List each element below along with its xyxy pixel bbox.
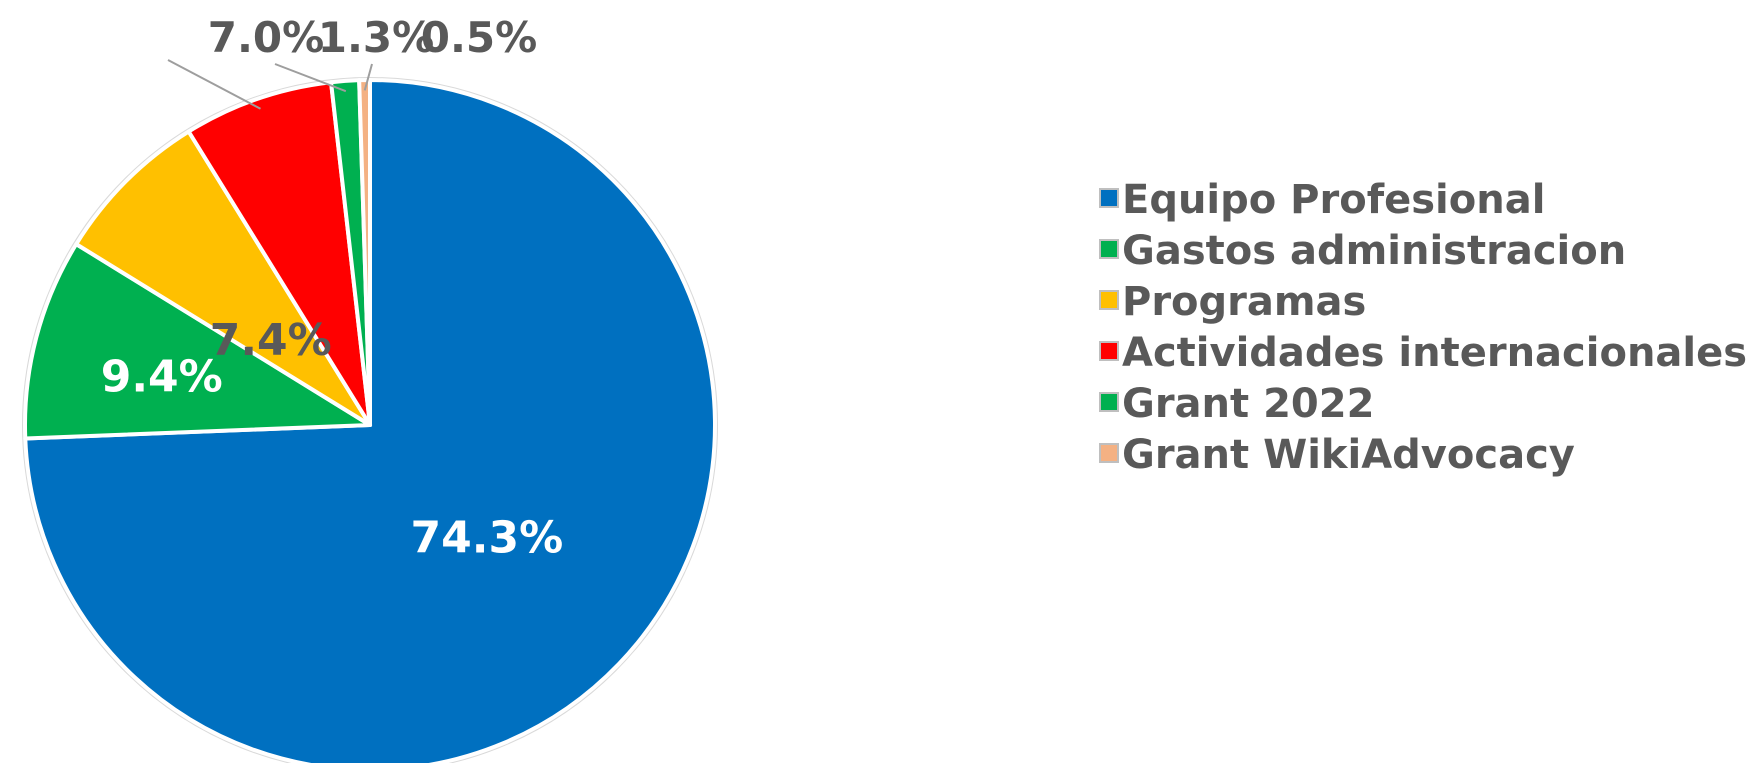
leader-line-grant-wikiadvocacy <box>363 63 373 91</box>
legend-item-grant-2022: Grant 2022 <box>1099 381 1374 427</box>
pie-slice-grant-wikiadvocacy <box>357 78 372 427</box>
legend-swatch-equipo-profesional <box>1099 188 1119 208</box>
legend: Equipo Profesional Gastos administracion P… <box>1099 177 1747 478</box>
legend-swatch-grant-2022 <box>1099 392 1119 412</box>
leader-line-actividades-internacionales <box>167 59 261 110</box>
legend-label-programas: Programas <box>1122 279 1366 325</box>
legend-item-gastos-administracion: Gastos administracion <box>1099 228 1626 274</box>
legend-swatch-grant-wikiadvocacy <box>1099 443 1119 463</box>
legend-swatch-actividades-internacionales <box>1099 341 1119 361</box>
pie-slices <box>22 77 718 763</box>
legend-item-programas: Programas <box>1099 279 1366 325</box>
pie-slice-programas <box>74 129 372 427</box>
data-label-programas: 7.4% <box>210 315 332 366</box>
legend-swatch-gastos-administracion <box>1099 239 1119 259</box>
data-label-grant-wikiadvocacy: 0.5% <box>421 13 537 62</box>
data-label-actividades-internacionales: 7.0% <box>208 13 324 62</box>
legend-item-equipo-profesional: Equipo Profesional <box>1099 177 1545 223</box>
legend-label-equipo-profesional: Equipo Profesional <box>1122 177 1545 223</box>
data-label-grant-2022: 1.3% <box>318 13 434 62</box>
legend-item-actividades-internacionales: Actividades internacionales <box>1099 330 1747 376</box>
leader-lines <box>167 59 373 110</box>
legend-item-grant-wikiadvocacy: Grant WikiAdvocacy <box>1099 432 1575 478</box>
legend-label-grant-wikiadvocacy: Grant WikiAdvocacy <box>1122 432 1575 478</box>
legend-swatch-programas <box>1099 290 1119 310</box>
data-label-gastos-administracion: 9.4% <box>101 351 223 402</box>
pie-slice-gastos-administracion <box>23 242 372 441</box>
legend-label-actividades-internacionales: Actividades internacionales <box>1122 330 1747 376</box>
data-label-equipo-profesional: 74.3% <box>411 512 564 563</box>
data-labels: 74.3% 9.4%7.4% 7.0%1.3%0.5% <box>101 13 563 563</box>
leader-line-grant-2022 <box>274 63 347 93</box>
legend-label-grant-2022: Grant 2022 <box>1122 381 1374 427</box>
legend-label-gastos-administracion: Gastos administracion <box>1122 228 1626 274</box>
